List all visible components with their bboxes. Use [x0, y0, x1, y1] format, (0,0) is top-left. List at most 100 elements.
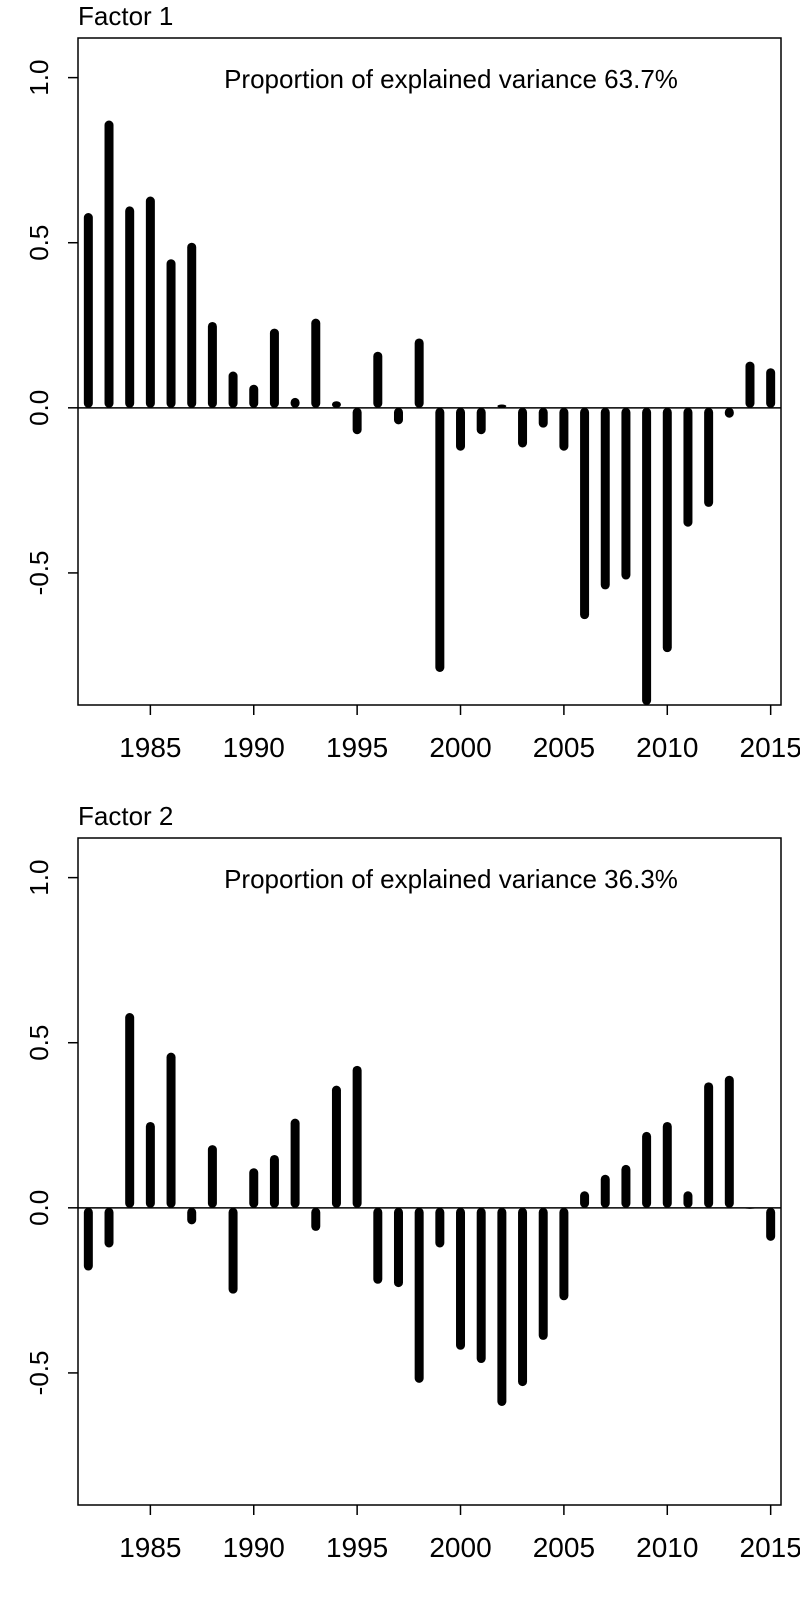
bar-1987 — [187, 1207, 197, 1225]
bar-1998 — [414, 1207, 424, 1383]
bar-2012 — [704, 1082, 714, 1208]
bar-1989 — [228, 371, 238, 408]
bar-2015 — [766, 1207, 776, 1241]
bar-2006 — [580, 1191, 590, 1208]
x-tick-label: 2015 — [740, 1532, 800, 1563]
bar-2005 — [559, 407, 569, 451]
y-tick-label: -0.5 — [24, 1351, 54, 1396]
bar-2011 — [683, 407, 693, 527]
x-tick-label: 1995 — [326, 732, 388, 763]
bar-1988 — [207, 1145, 217, 1208]
bar-1987 — [187, 242, 197, 408]
factor-1-chart: Factor 1 Proportion of explained variance… — [24, 1, 800, 763]
bar-1995 — [352, 1065, 362, 1208]
x-axis: 1985 1990 1995 2000 2005 2010 2015 — [119, 1505, 800, 1563]
bar-2011 — [683, 1191, 693, 1208]
bar-1986 — [166, 259, 176, 408]
bar-1994 — [331, 401, 341, 408]
x-tick-label: 1995 — [326, 1532, 388, 1563]
bar-2009 — [642, 407, 652, 705]
y-tick-label: -0.5 — [24, 551, 54, 596]
x-tick-label: 2015 — [740, 732, 800, 763]
bar-2014 — [745, 361, 755, 408]
bar-1999 — [435, 407, 445, 672]
bar-2003 — [518, 1207, 528, 1387]
bar-1990 — [249, 384, 259, 408]
bar-1986 — [166, 1052, 176, 1208]
y-tick-label: 0.0 — [24, 390, 54, 426]
bar-1983 — [104, 120, 114, 408]
bar-2010 — [662, 407, 672, 653]
bar-1983 — [104, 1207, 114, 1248]
y-tick-label: 1.0 — [24, 60, 54, 96]
y-tick-label: 0.5 — [24, 1025, 54, 1061]
bar-1993 — [311, 1207, 321, 1231]
bar-1999 — [435, 1207, 445, 1248]
bar-2001 — [476, 1207, 486, 1364]
bar-2004 — [538, 407, 548, 428]
plot-frame — [77, 837, 782, 1506]
plot-frame — [77, 37, 782, 706]
bar-2009 — [642, 1131, 652, 1208]
factor-title: Factor 1 — [78, 1, 173, 31]
bar-1982 — [83, 1207, 93, 1271]
bar-2015 — [766, 368, 776, 408]
bar-1995 — [352, 407, 362, 435]
factor-1-panel: Factor 1 Proportion of explained variance… — [24, 1, 800, 763]
bar-2007 — [600, 1174, 610, 1208]
bar-1984 — [125, 1013, 135, 1208]
bar-2002 — [497, 1207, 507, 1406]
bar-2010 — [662, 1121, 672, 1208]
bar-2001 — [476, 407, 486, 435]
bar-1992 — [290, 1118, 300, 1208]
x-tick-label: 1985 — [119, 1532, 181, 1563]
x-tick-label: 1985 — [119, 732, 181, 763]
y-tick-label: 0.0 — [24, 1190, 54, 1226]
bar-1996 — [373, 351, 383, 408]
bar-1985 — [145, 1121, 155, 1208]
bar-2005 — [559, 1207, 569, 1301]
bar-2002 — [497, 404, 507, 408]
bar-2012 — [704, 407, 714, 507]
bar-2000 — [456, 1207, 466, 1350]
bar-series — [83, 120, 776, 705]
x-tick-label: 1990 — [223, 1532, 285, 1563]
factor-2-chart: Factor 2 Proportion of explained variance… — [24, 801, 800, 1563]
bar-2013 — [724, 407, 734, 418]
x-axis: 1985 1990 1995 2000 2005 2010 2015 — [119, 705, 800, 763]
bar-2000 — [456, 407, 466, 451]
x-tick-label: 2010 — [636, 732, 698, 763]
x-tick-label: 2000 — [429, 1532, 491, 1563]
x-tick-label: 2005 — [533, 1532, 595, 1563]
factor-title: Factor 2 — [78, 801, 173, 831]
bar-1990 — [249, 1168, 259, 1208]
bar-2013 — [724, 1075, 734, 1208]
factor-2-panel: Factor 2 Proportion of explained variance… — [0, 800, 800, 1600]
bar-2008 — [621, 1164, 631, 1208]
bar-1989 — [228, 1207, 238, 1294]
x-tick-label: 1990 — [223, 732, 285, 763]
bar-2008 — [621, 407, 631, 580]
x-tick-label: 2005 — [533, 732, 595, 763]
y-axis: 1.0 0.5 0.0 -0.5 — [24, 860, 78, 1396]
bar-2003 — [518, 407, 528, 448]
explained-variance-annotation: Proportion of explained variance 63.7% — [224, 64, 678, 94]
bar-1992 — [290, 397, 300, 408]
bar-1991 — [269, 328, 279, 408]
bar-1984 — [125, 206, 135, 408]
bar-1993 — [311, 318, 321, 408]
bar-2007 — [600, 407, 610, 590]
bar-1997 — [393, 407, 403, 425]
bar-2004 — [538, 1207, 548, 1340]
bar-1998 — [414, 338, 424, 408]
bar-2006 — [580, 407, 590, 620]
bar-1996 — [373, 1207, 383, 1284]
y-tick-label: 1.0 — [24, 860, 54, 896]
bar-1985 — [145, 196, 155, 408]
y-tick-label: 0.5 — [24, 225, 54, 261]
x-tick-label: 2000 — [429, 732, 491, 763]
bar-1991 — [269, 1154, 279, 1208]
bar-1997 — [393, 1207, 403, 1288]
bar-1994 — [331, 1085, 341, 1208]
